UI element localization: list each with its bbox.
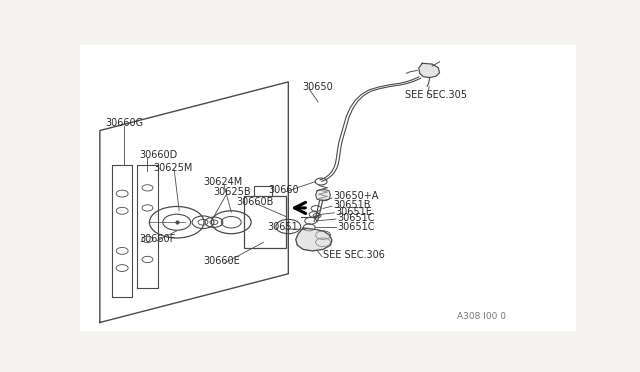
Bar — [244, 196, 286, 248]
Text: 30651C: 30651C — [337, 213, 374, 223]
Text: 30651E: 30651E — [335, 206, 372, 217]
Text: 30651: 30651 — [268, 222, 298, 232]
Polygon shape — [316, 189, 330, 201]
Text: 30660D: 30660D — [140, 150, 178, 160]
Text: SEE SEC.306: SEE SEC.306 — [323, 250, 385, 260]
Text: 30660F: 30660F — [140, 234, 176, 244]
Text: A308 I00 0: A308 I00 0 — [457, 312, 506, 321]
Text: 30651C: 30651C — [337, 222, 374, 231]
Text: 30660B: 30660B — [236, 197, 274, 206]
Text: 30650: 30650 — [302, 82, 333, 92]
Text: 30660E: 30660E — [203, 256, 240, 266]
Polygon shape — [296, 228, 332, 251]
Text: 30660G: 30660G — [106, 118, 144, 128]
Text: 30650+A: 30650+A — [333, 192, 378, 202]
Text: 30624M: 30624M — [203, 177, 243, 187]
Polygon shape — [419, 63, 440, 78]
Text: 30625M: 30625M — [154, 163, 193, 173]
Text: SEE SEC.305: SEE SEC.305 — [405, 90, 467, 100]
Text: 30651B: 30651B — [333, 200, 371, 210]
Text: 30625B: 30625B — [213, 187, 250, 197]
Text: 30660: 30660 — [269, 185, 299, 195]
